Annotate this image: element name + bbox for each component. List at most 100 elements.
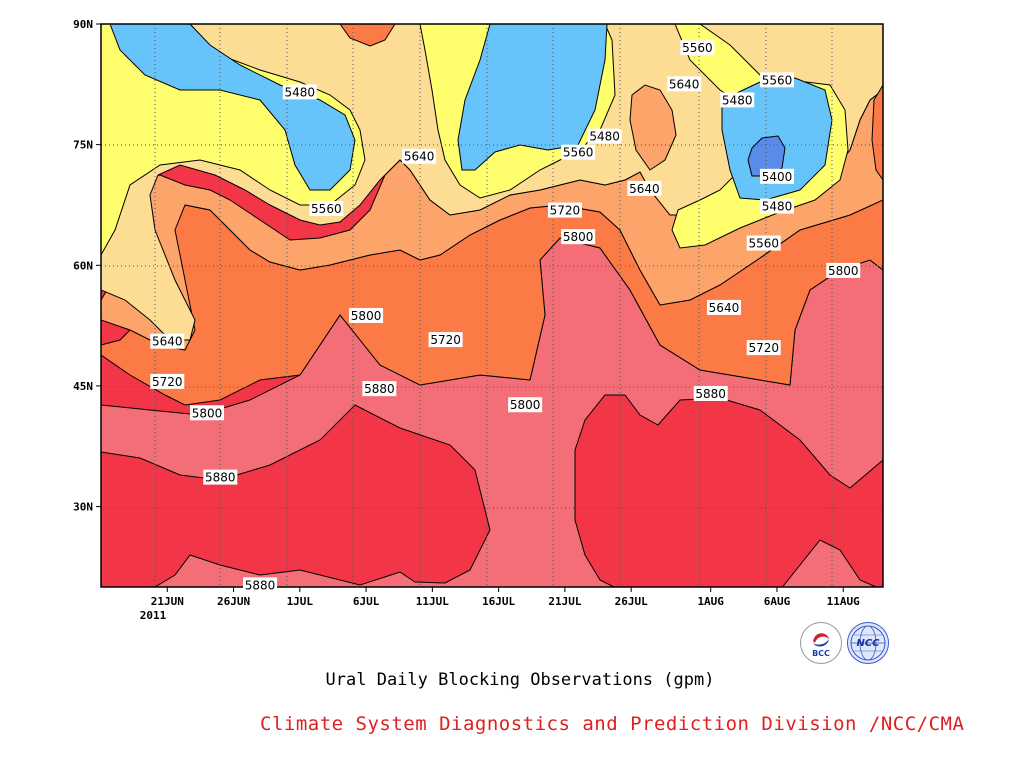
bcc-logo-text: BCC <box>812 649 830 658</box>
contour-label-box <box>746 340 781 356</box>
contour-label-box <box>508 397 543 413</box>
contour-label-text: 5640 <box>629 182 660 196</box>
credit-line: Climate System Diagnostics and Predictio… <box>260 713 965 735</box>
contour-label-box <box>190 405 225 421</box>
year-label: 2011 <box>140 609 167 622</box>
contour-label: 5800 <box>190 405 225 421</box>
contour-label-box <box>402 148 437 164</box>
contour-label-box <box>720 92 755 108</box>
contour-label-text: 5800 <box>510 398 541 412</box>
contour-label: 5880 <box>203 469 238 485</box>
contour-label-text: 5720 <box>152 375 183 389</box>
y-tick-label: 45N <box>73 380 93 393</box>
contour-label-text: 5800 <box>563 230 594 244</box>
region-5720-5800 <box>339 24 396 47</box>
globe-icon <box>850 625 886 661</box>
contour-label-box <box>203 469 238 485</box>
y-tick-label: 90N <box>73 18 93 31</box>
x-tick-label: 6AUG <box>764 595 791 608</box>
contour-label-text: 5800 <box>828 264 859 278</box>
ncc-logo-text: NCC <box>856 638 880 649</box>
y-axis: 30N 45N 60N 75N 90N <box>73 18 101 514</box>
contour-label-text: 5800 <box>192 406 223 420</box>
contour-label: 5880 <box>243 577 278 593</box>
plot-frame <box>100 23 884 588</box>
contour-label-box <box>243 577 278 593</box>
contour-label-text: 5560 <box>563 146 594 160</box>
contour-label: 5720 <box>746 340 781 356</box>
contour-label: 5640 <box>667 76 702 92</box>
contour-label-text: 5400 <box>762 170 793 184</box>
x-axis: 21JUN 26JUN 1JUL 6JUL 11JUL 16JUL 21JUL 26JUL 1A… <box>151 587 860 608</box>
contour-label-text: 5480 <box>762 200 793 214</box>
chart-title: Ural Daily Blocking Observations (gpm) <box>325 670 715 690</box>
ncc-logo: NCC <box>847 622 889 664</box>
contour-label: 5880 <box>362 381 397 397</box>
contour-label-text: 5480 <box>722 93 753 107</box>
contour-label-box <box>428 332 463 348</box>
contour-label: 5800 <box>561 229 596 245</box>
contour-label-text: 5480 <box>285 85 316 99</box>
contour-label-box <box>150 333 185 349</box>
contour-label-text: 5560 <box>311 202 342 216</box>
contour-label-box <box>627 180 662 196</box>
y-tick-label: 75N <box>73 139 93 152</box>
contour-label-text: 5800 <box>351 309 382 323</box>
contour-label-text: 5560 <box>748 237 779 251</box>
contour-label-text: 5560 <box>762 73 793 87</box>
contour-label-text: 5880 <box>205 471 236 485</box>
x-tick-label: 1AUG <box>697 595 724 608</box>
region-5400-5480 <box>109 24 356 191</box>
contour-label-text: 5880 <box>695 387 726 401</box>
contour-label: 5560 <box>309 200 344 216</box>
bcc-emblem-icon <box>813 633 829 647</box>
contour-label-box <box>693 385 728 401</box>
contour-label: 5720 <box>150 373 185 389</box>
y-tick-label: 30N <box>73 501 93 514</box>
contour-label: 5560 <box>759 72 794 88</box>
contour-label-box <box>150 373 185 389</box>
contour-label-text: 5720 <box>430 333 461 347</box>
y-tick-label: 60N <box>73 259 93 272</box>
contour-label: 5640 <box>706 299 741 315</box>
x-tick-label: 26JUL <box>615 595 648 608</box>
contour-label-box <box>706 299 741 315</box>
contour-fill-layers <box>101 24 883 587</box>
contour-label: 5640 <box>402 148 437 164</box>
contour-label-box <box>667 76 702 92</box>
contour-label-box <box>561 229 596 245</box>
contour-label-text: 5480 <box>589 130 620 144</box>
x-tick-label: 21JUL <box>548 595 581 608</box>
contour-label-box <box>547 202 582 218</box>
contour-label: 5720 <box>547 202 582 218</box>
contour-label-box <box>826 262 861 278</box>
x-tick-label: 11JUL <box>416 595 449 608</box>
contour-label: 5480 <box>282 84 317 100</box>
contour-label-text: 5880 <box>245 578 276 592</box>
contour-label-text: 5640 <box>152 335 183 349</box>
contour-label: 5880 <box>693 385 728 401</box>
contour-label: 5480 <box>759 198 794 214</box>
bcc-logo: BCC <box>800 622 842 664</box>
contour-label: 5560 <box>680 40 715 56</box>
contour-label: 5800 <box>349 307 384 323</box>
contour-label: 5800 <box>826 262 861 278</box>
contour-label-box <box>759 72 794 88</box>
contour-label-box <box>746 235 781 251</box>
contour-label-text: 5640 <box>669 77 700 91</box>
contour-label-box <box>362 381 397 397</box>
region-5640-5720 <box>629 84 677 171</box>
contour-label: 5560 <box>561 144 596 160</box>
x-tick-label: 1JUL <box>287 595 314 608</box>
x-tick-label: 26JUN <box>217 595 250 608</box>
contour-label: 5640 <box>150 333 185 349</box>
contour-label-box <box>282 84 317 100</box>
contour-label-text: 5720 <box>748 341 779 355</box>
contour-label: 5640 <box>627 180 662 196</box>
contour-label: 5400 <box>759 168 794 184</box>
x-tick-label: 16JUL <box>482 595 515 608</box>
contour-label-box <box>759 198 794 214</box>
contour-label-text: 5640 <box>709 301 740 315</box>
contour-label: 5480 <box>587 128 622 144</box>
